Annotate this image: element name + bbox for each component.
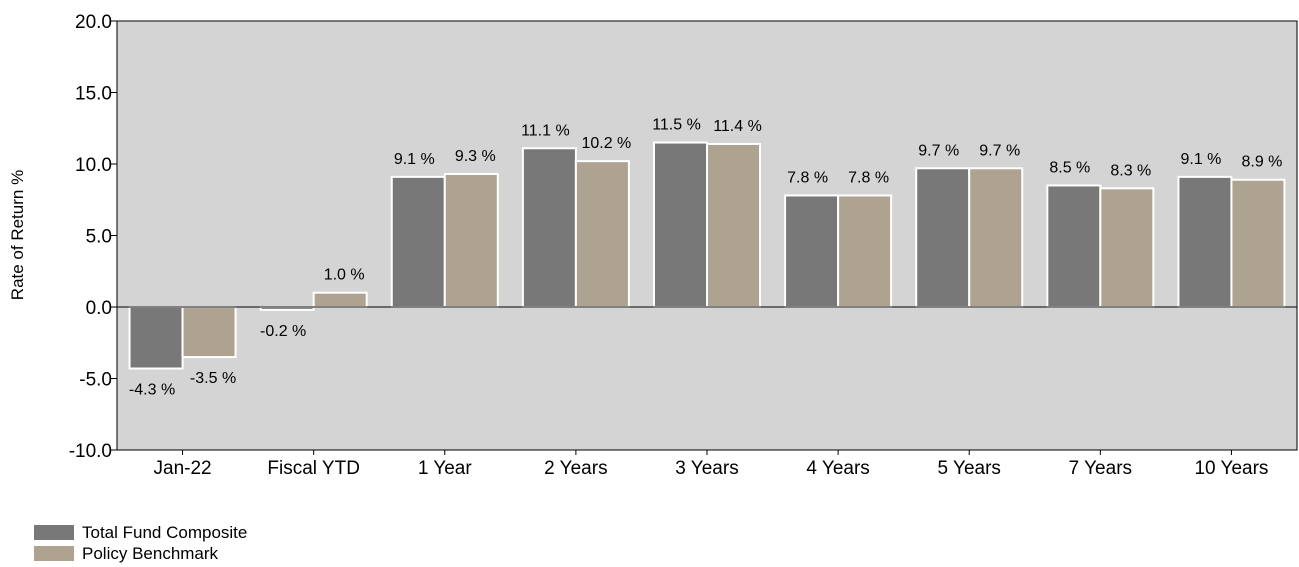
bar-policy-benchmark: [706, 142, 761, 308]
data-label: 9.7 %: [979, 142, 1020, 159]
legend-swatch: [34, 525, 74, 540]
data-label: 7.8 %: [848, 169, 889, 186]
legend-item-policy-benchmark: Policy Benchmark: [34, 543, 247, 564]
data-label: -3.5 %: [190, 370, 236, 387]
bar-total-fund: [521, 147, 577, 308]
y-tick-label: 10.0: [75, 155, 112, 176]
legend-label: Total Fund Composite: [82, 522, 248, 542]
bar-total-fund: [1046, 184, 1102, 308]
data-label: 9.3 %: [455, 148, 496, 165]
data-label: 8.3 %: [1110, 162, 1151, 179]
y-tick-label: 20.0: [75, 12, 112, 33]
data-label: -0.2 %: [260, 323, 306, 340]
bar-policy-benchmark: [181, 306, 237, 359]
data-label: 7.8 %: [787, 169, 828, 186]
y-tick-label: -10.0: [69, 441, 112, 462]
y-axis-label: Rate of Return %: [8, 170, 27, 300]
data-label: 11.5 %: [652, 117, 701, 134]
data-label: 1.0 %: [324, 267, 365, 284]
legend: Total Fund Composite Policy Benchmark: [34, 522, 247, 564]
bar-total-fund: [784, 194, 840, 309]
category-label: Fiscal YTD: [267, 458, 360, 479]
category-label: 3 Years: [675, 458, 738, 479]
bar-policy-benchmark: [837, 194, 893, 309]
data-label: 10.2 %: [581, 135, 631, 152]
data-label: 11.1 %: [521, 122, 570, 139]
data-label: -4.3 %: [129, 381, 175, 398]
bar-policy-benchmark: [443, 173, 499, 308]
bar-policy-benchmark: [1099, 187, 1155, 308]
category-label: 2 Years: [544, 458, 607, 479]
y-tick-label: 0.0: [86, 298, 112, 319]
y-tick-label: -5.0: [79, 370, 112, 391]
bar-policy-benchmark: [968, 167, 1024, 308]
bar-total-fund: [1177, 175, 1233, 308]
category-label: 5 Years: [938, 458, 1001, 479]
legend-label: Policy Benchmark: [82, 543, 219, 563]
category-label: 10 Years: [1194, 458, 1268, 479]
bar-policy-benchmark: [1230, 178, 1286, 308]
bar-total-fund: [653, 141, 708, 308]
data-label: 8.9 %: [1241, 154, 1282, 171]
bar-policy-benchmark: [312, 291, 368, 309]
bar-total-fund: [128, 306, 184, 370]
y-tick-label: 5.0: [86, 227, 112, 248]
bar-total-fund: [390, 175, 446, 308]
category-label: 1 Year: [418, 458, 473, 479]
category-label: Jan-22: [154, 458, 212, 479]
legend-item-total-fund: Total Fund Composite: [34, 522, 247, 543]
category-label: 7 Years: [1069, 458, 1132, 479]
category-label: 4 Years: [806, 458, 869, 479]
legend-swatch: [34, 546, 74, 561]
y-tick-label: 15.0: [75, 84, 112, 105]
data-label: 11.4 %: [713, 118, 762, 135]
bar-total-fund: [915, 167, 971, 308]
data-label: 9.7 %: [918, 142, 959, 159]
data-label: 9.1 %: [394, 151, 435, 168]
data-label: 8.5 %: [1049, 159, 1090, 176]
bar-policy-benchmark: [574, 160, 630, 308]
data-label: 9.1 %: [1180, 151, 1221, 168]
